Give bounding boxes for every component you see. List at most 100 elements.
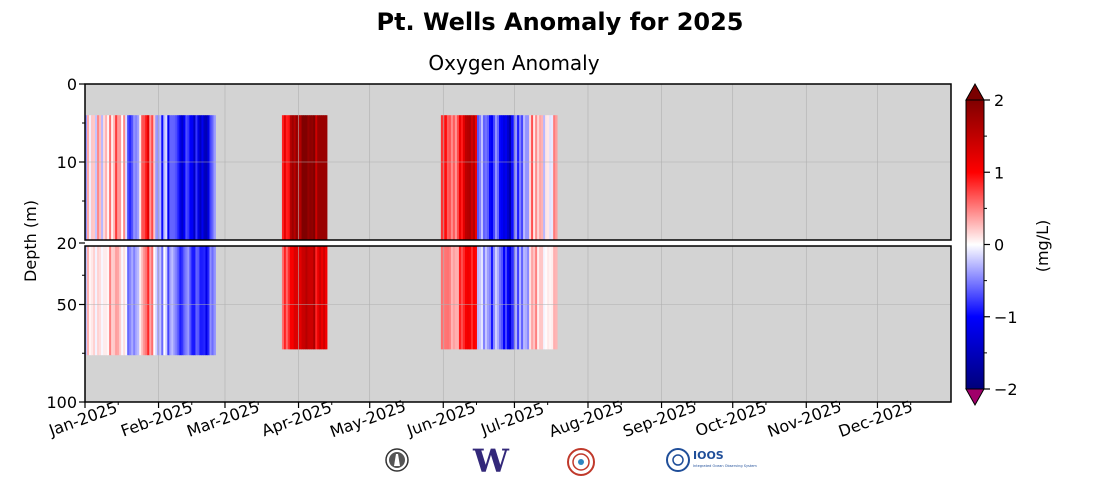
data-cell <box>299 115 302 240</box>
data-cell <box>209 246 212 356</box>
y-axis-label: Depth (m) <box>21 200 40 282</box>
data-cell <box>91 246 94 356</box>
data-cell <box>143 115 146 240</box>
data-cell <box>299 246 302 350</box>
colorbar: 2 1 0 −1 −2 <box>965 82 1018 407</box>
y-tick-label: 10 <box>57 153 77 172</box>
data-cell <box>159 115 162 240</box>
data-cell <box>301 246 304 350</box>
data-cell <box>145 246 148 356</box>
data-cell <box>450 246 454 350</box>
data-cell <box>91 115 94 240</box>
x-tick-label: Mar-2025 <box>184 397 262 441</box>
colorbar-tick-label: −1 <box>994 308 1018 327</box>
data-cell <box>149 246 152 356</box>
data-cell <box>478 115 482 240</box>
data-cell <box>515 115 518 240</box>
data-cell <box>525 115 528 240</box>
data-cell <box>85 115 88 240</box>
data-cell <box>283 246 287 350</box>
data-cell <box>131 246 134 356</box>
data-cell <box>523 246 526 350</box>
uw-logo: W <box>472 442 510 480</box>
data-cell <box>113 246 116 356</box>
data-cell <box>135 115 138 240</box>
data-cell <box>517 115 520 240</box>
figure-title: Pt. Wells Anomaly for 2025 <box>376 8 743 36</box>
data-cell <box>117 115 120 240</box>
data-cell <box>551 246 554 350</box>
data-cell <box>527 246 530 350</box>
data-cell <box>119 115 122 240</box>
data-cell <box>501 246 504 350</box>
data-blocks <box>85 115 558 356</box>
data-cell <box>169 246 172 356</box>
data-cell <box>509 246 512 350</box>
data-cell <box>305 115 308 240</box>
data-cell <box>458 115 462 240</box>
data-cell <box>460 115 464 240</box>
data-cell <box>545 115 548 240</box>
data-cell <box>159 246 162 356</box>
data-cell <box>197 246 200 356</box>
data-cell <box>480 246 484 350</box>
data-cell <box>311 115 314 240</box>
data-cell <box>519 246 522 350</box>
chart-subtitle: Oxygen Anomaly <box>428 51 599 75</box>
data-cell <box>133 246 136 356</box>
data-cell <box>205 246 208 356</box>
data-cell <box>480 115 484 240</box>
noaa-lighthouse-logo <box>385 448 409 472</box>
data-cell <box>211 246 214 356</box>
data-cell <box>193 115 196 240</box>
data-cell <box>111 115 114 240</box>
data-cell <box>213 246 216 356</box>
svg-text:W: W <box>472 442 510 480</box>
data-cell <box>281 246 285 350</box>
data-cell <box>468 246 472 350</box>
data-cell <box>484 246 488 350</box>
data-cell <box>185 246 188 356</box>
data-cell <box>95 246 98 356</box>
data-cell <box>195 246 198 356</box>
data-cell <box>287 246 291 350</box>
data-cell <box>446 246 450 350</box>
data-cell <box>539 246 542 350</box>
data-cell <box>531 115 534 240</box>
x-tick-label: Oct-2025 <box>693 397 769 440</box>
data-cell <box>105 246 108 356</box>
data-cell <box>209 115 212 240</box>
svg-text:Integrated Ocean Observing Sys: Integrated Ocean Observing System <box>693 464 757 468</box>
data-cell <box>478 246 482 350</box>
data-cell <box>499 246 502 350</box>
data-cell <box>476 246 480 350</box>
data-cell <box>201 115 204 240</box>
data-cell <box>187 115 190 240</box>
data-cell <box>85 246 88 356</box>
data-cell <box>476 115 480 240</box>
data-cell <box>179 115 182 240</box>
data-cell <box>165 115 168 240</box>
data-cell <box>203 115 206 240</box>
data-cell <box>489 246 492 350</box>
data-cell <box>539 115 542 240</box>
data-cell <box>460 246 464 350</box>
data-cell <box>474 246 478 350</box>
data-cell <box>177 246 180 356</box>
data-cell <box>293 246 297 350</box>
data-cell <box>287 115 291 240</box>
data-cell <box>462 246 466 350</box>
data-cell <box>283 115 287 240</box>
data-cell <box>295 115 299 240</box>
ioos-logo: IOOS Integrated Ocean Observing System <box>666 448 757 472</box>
data-cell <box>527 115 530 240</box>
data-cell <box>486 115 490 240</box>
data-cell <box>493 246 496 350</box>
data-cell <box>195 115 198 240</box>
data-cell <box>285 115 289 240</box>
data-cell <box>523 115 526 240</box>
data-cell <box>509 115 512 240</box>
data-cell <box>547 115 550 240</box>
data-cell <box>519 115 522 240</box>
